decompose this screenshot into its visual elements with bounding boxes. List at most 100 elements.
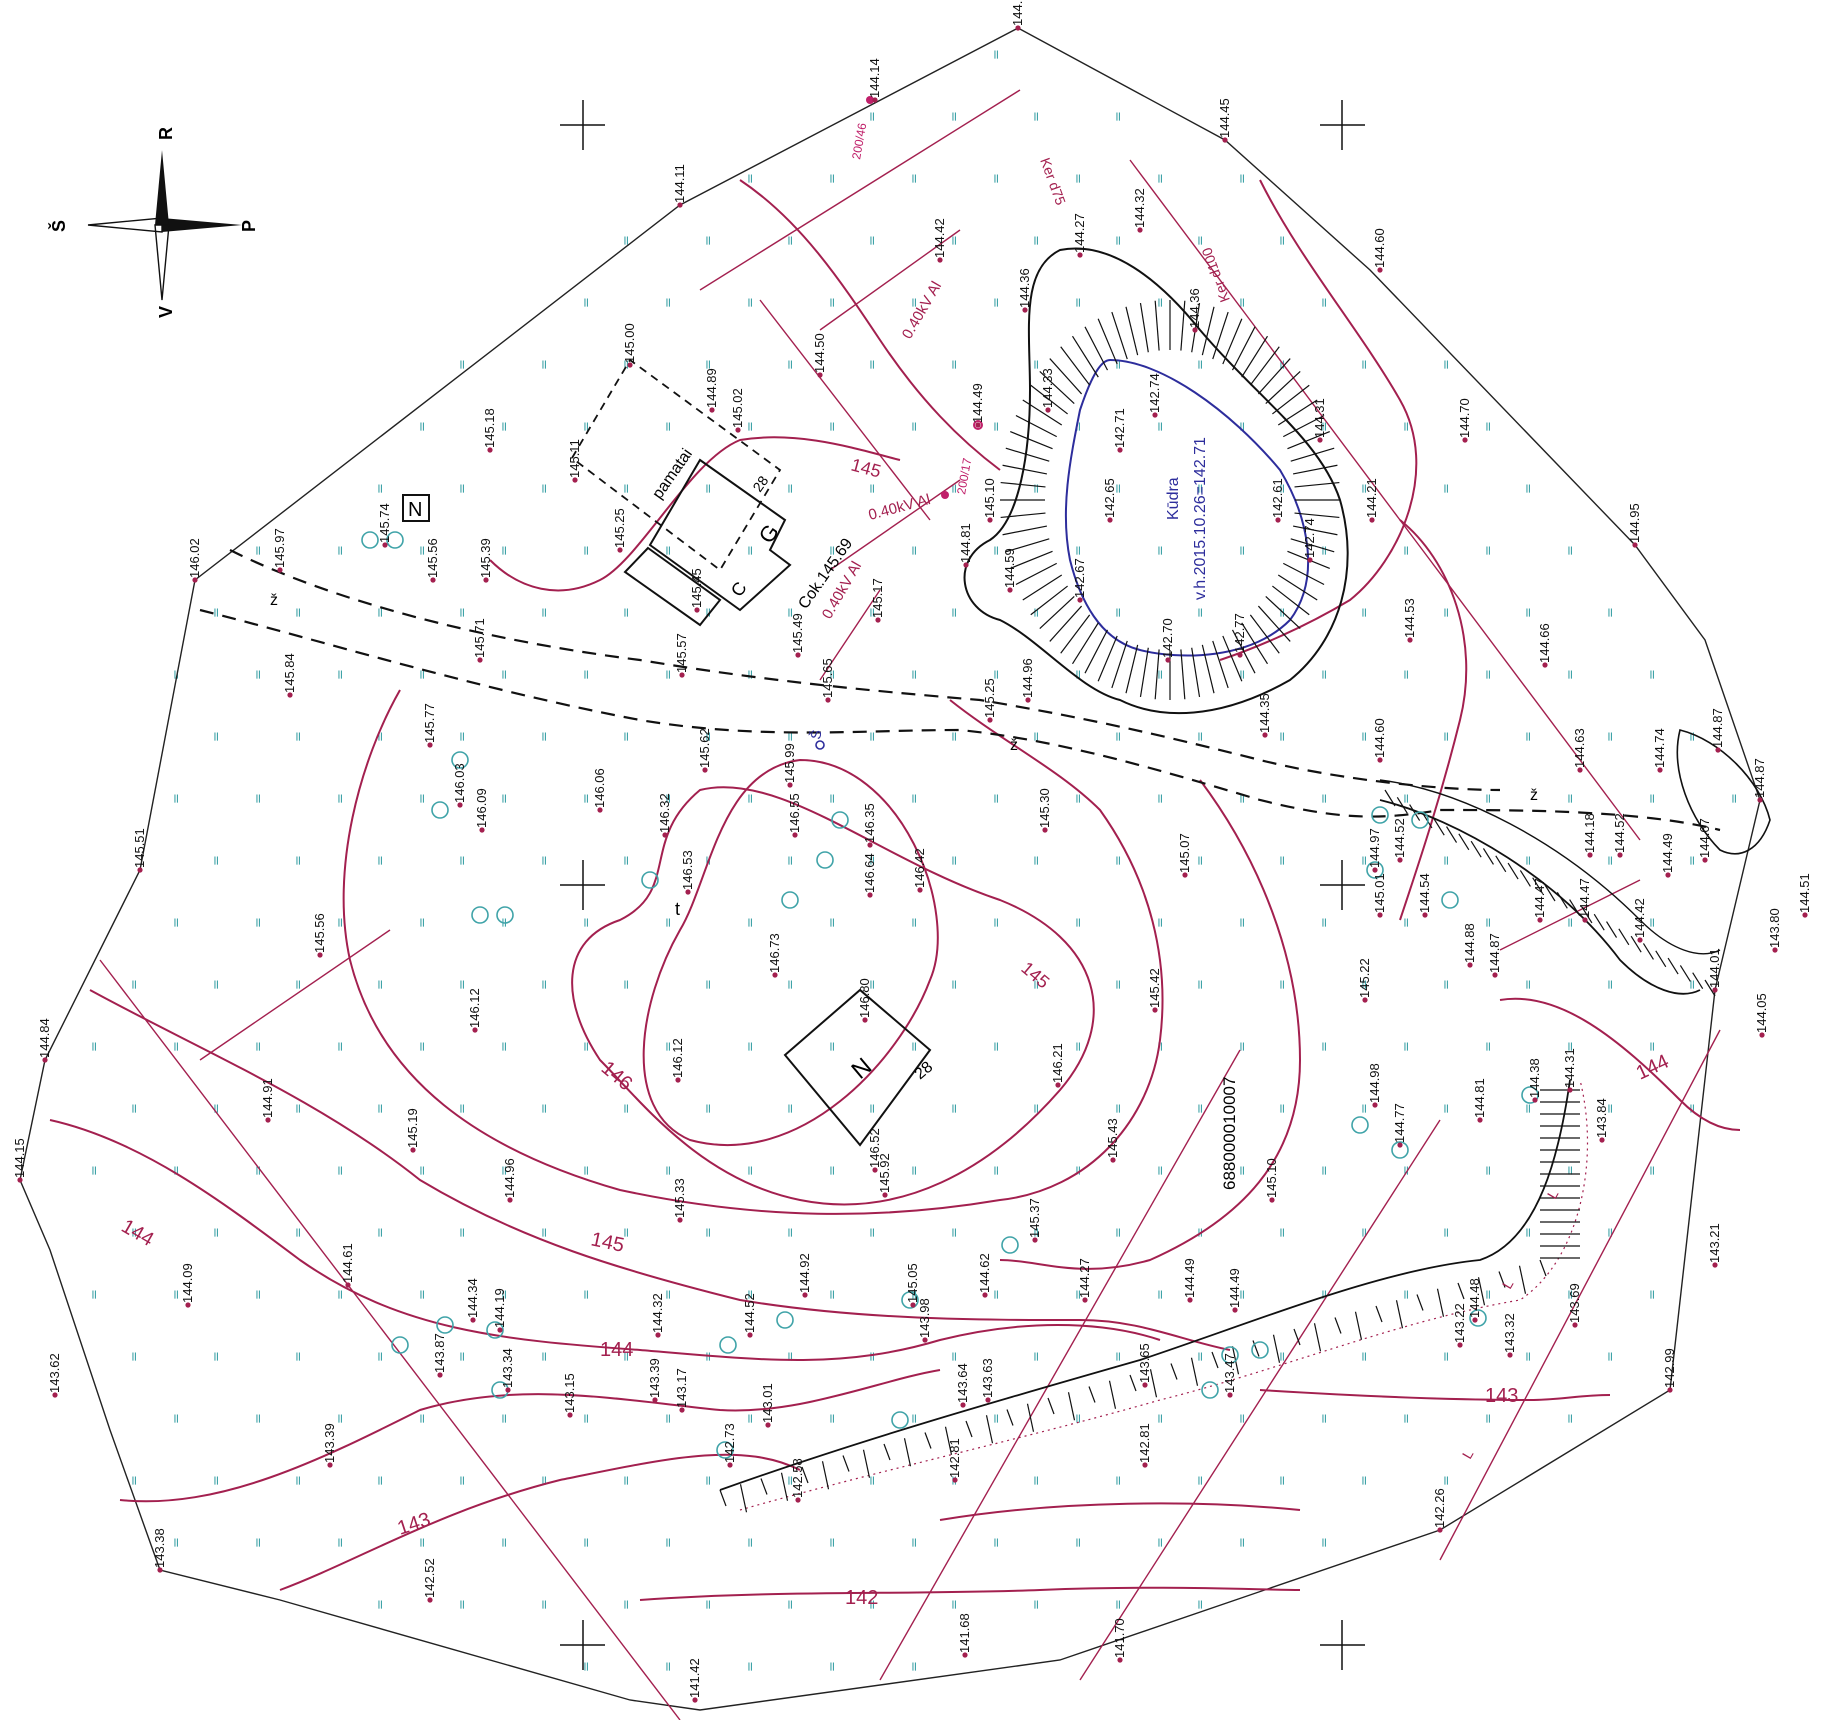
elevation-dot-icon — [327, 1462, 333, 1468]
buildings: G 28 C Cok.145.69 pamatai N 28 N — [402, 358, 937, 1147]
embankment-tick — [1265, 595, 1301, 629]
elevation-value: 145.25 — [982, 678, 997, 718]
east-ditch-hatching — [1384, 789, 1716, 997]
grass-symbol: = — [866, 731, 881, 742]
elevation-point: 142.67 — [1072, 558, 1087, 603]
grass-symbol: = — [1318, 421, 1333, 432]
grass-symbol: = — [784, 1599, 799, 1610]
elevation-value: 145.62 — [697, 728, 712, 768]
elevation-value: 144.47 — [1532, 878, 1547, 918]
elevation-value: 145.33 — [672, 1178, 687, 1218]
elevation-point: 143.01 — [760, 1383, 775, 1428]
grass-symbol: = — [784, 1475, 799, 1486]
grass-symbol: = — [538, 1103, 553, 1114]
elevation-value: 144.87 — [1710, 708, 1725, 748]
grass-symbol: = — [580, 1289, 595, 1300]
grass-symbol: = — [1646, 1041, 1661, 1052]
elevation-dot-icon — [987, 717, 993, 723]
grass-symbol: = — [1236, 1165, 1251, 1176]
grass-symbol: = — [1522, 607, 1537, 618]
elevation-value: 144.27 — [1077, 1258, 1092, 1298]
elevation-point: 145.43 — [1105, 1118, 1120, 1163]
survey-letter-t: t — [675, 899, 680, 919]
ditch-tick — [1149, 1369, 1158, 1398]
elevation-point: 145.25 — [982, 678, 997, 723]
grass-symbol: = — [1072, 173, 1087, 184]
grass-symbol: = — [1482, 421, 1497, 432]
elevation-dot-icon — [1702, 857, 1708, 863]
elevation-value: 144.52 — [1392, 818, 1407, 858]
elevation-value: 144.32 — [650, 1293, 665, 1333]
ditch-tick — [1446, 826, 1458, 843]
elevation-value: 144.66 — [1537, 623, 1552, 663]
building-n-floors: 28 — [912, 1059, 937, 1084]
ditch-tick — [1293, 1328, 1301, 1346]
elevation-point: 144.87 — [1710, 708, 1725, 753]
ditch-tick — [1421, 811, 1433, 829]
grass-symbol: = — [252, 917, 267, 928]
embankment-tick — [1201, 644, 1215, 694]
grass-symbol: = — [948, 855, 963, 866]
elevation-dot-icon — [1422, 912, 1428, 918]
elevation-dot-icon — [867, 892, 873, 898]
grass-symbol: = — [456, 979, 471, 990]
embankment-tick — [1010, 550, 1053, 569]
elevation-dot-icon — [987, 517, 993, 523]
elevation-value: 145.65 — [820, 658, 835, 698]
elevation-dot-icon — [962, 1652, 968, 1658]
grass-symbol: = — [1030, 979, 1045, 990]
ditch-tick — [1507, 862, 1519, 880]
grass-symbol: = — [1358, 359, 1373, 370]
building-g — [648, 458, 792, 612]
elevation-dot-icon — [1397, 1142, 1403, 1148]
elevation-dot-icon — [1262, 732, 1268, 738]
elevation-value: 144.74 — [1652, 728, 1667, 768]
elevation-point: 144.59 — [1002, 548, 1017, 593]
drain-line-west — [99, 959, 681, 1720]
grass-symbol: = — [1604, 607, 1619, 618]
elevation-point: 142.65 — [1102, 478, 1117, 523]
grass-symbol: = — [210, 855, 225, 866]
embankment-tick — [1277, 574, 1318, 601]
elevation-point: 143.38 — [152, 1528, 167, 1573]
grass-symbol: = — [1318, 297, 1333, 308]
elevation-dot-icon — [1757, 797, 1763, 803]
embankment-tick — [1257, 358, 1291, 395]
grass-symbol: = — [1400, 1413, 1415, 1424]
elevation-dot-icon — [1759, 1032, 1765, 1038]
grass-symbol: = — [908, 1041, 923, 1052]
grass-symbol: = — [1400, 545, 1415, 556]
elevation-dot-icon — [1110, 1157, 1116, 1163]
compass-label-west: V — [156, 306, 176, 318]
grass-symbol: = — [128, 1103, 143, 1114]
elevation-point: 145.71 — [472, 618, 487, 663]
elevation-point: 146.64 — [862, 853, 877, 898]
elevation-points: 144.13 144.14 144.45 144.11 144.27 144.32 144.… — [12, 0, 1812, 1703]
grass-symbol: = — [1276, 1475, 1291, 1486]
elevation-value: 145.01 — [1372, 873, 1387, 913]
elevation-value: 145.77 — [422, 703, 437, 743]
grass-symbol: = — [1564, 1289, 1579, 1300]
elevation-dot-icon — [1152, 412, 1158, 418]
tree-icon — [891, 1411, 909, 1429]
elevation-point: 144.81 — [958, 523, 973, 568]
embankment-tick — [1010, 431, 1053, 450]
tree-icon — [391, 1336, 409, 1354]
grass-symbol: = — [1112, 483, 1127, 494]
pipe-sign-a: 200/46 — [849, 122, 869, 161]
contour-143-c — [1259, 1389, 1611, 1402]
elevation-value: 144.70 — [1457, 398, 1472, 438]
grass-symbol: = — [1194, 359, 1209, 370]
well-label: Š — [807, 729, 824, 741]
grass-symbol: = — [1072, 1413, 1087, 1424]
elevation-dot-icon — [679, 672, 685, 678]
contour-label-143-west: 143 — [395, 1509, 434, 1540]
elevation-point: 144.70 — [1457, 398, 1472, 443]
elevation-value: 143.64 — [955, 1363, 970, 1403]
grass-symbol: = — [128, 1227, 143, 1238]
tree-icon — [816, 851, 834, 869]
embankment-tick — [1015, 414, 1057, 438]
grass-symbol: = — [1522, 855, 1537, 866]
utility-lines — [99, 89, 1721, 1720]
grass-symbol: = — [702, 1103, 717, 1114]
